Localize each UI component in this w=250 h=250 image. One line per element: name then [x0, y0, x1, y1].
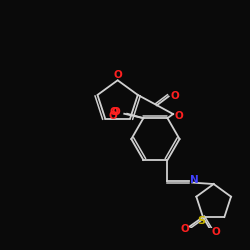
Text: N: N [190, 175, 199, 185]
Text: S: S [198, 216, 205, 226]
Text: O: O [180, 224, 189, 234]
Text: O: O [110, 107, 118, 117]
Text: O: O [174, 112, 183, 122]
Text: O: O [112, 107, 120, 117]
Text: O: O [171, 92, 179, 102]
Text: O: O [113, 70, 122, 80]
Text: O: O [108, 111, 117, 121]
Text: O: O [211, 227, 220, 237]
